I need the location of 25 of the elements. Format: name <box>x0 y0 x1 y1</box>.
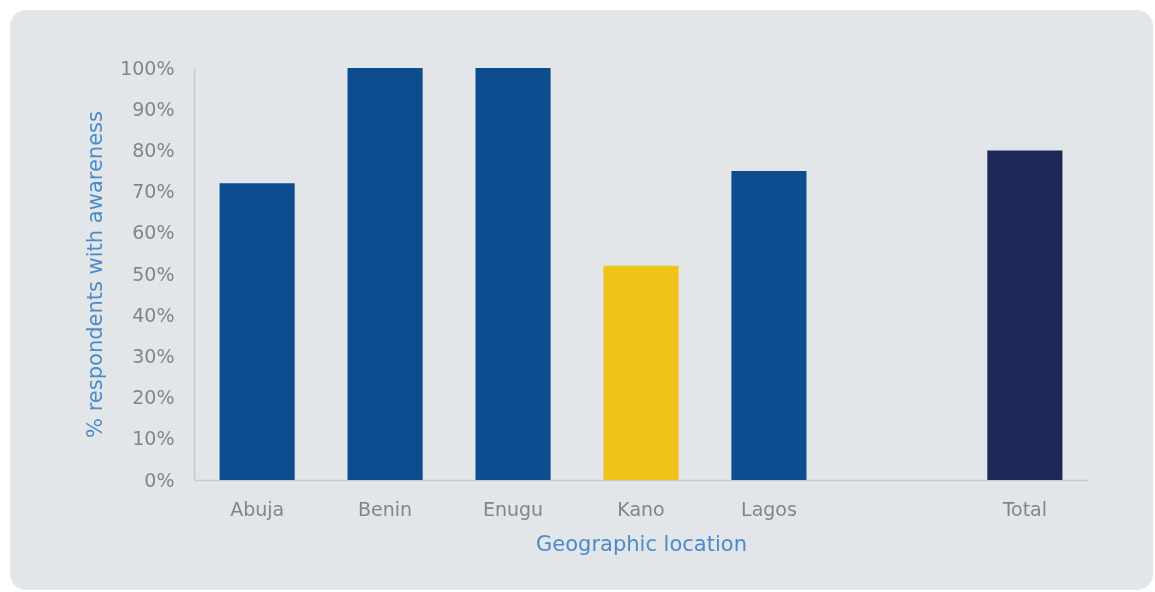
bar <box>475 68 551 480</box>
bar <box>347 68 423 480</box>
y-tick-label: 90% <box>132 97 175 120</box>
y-tick-label: 10% <box>132 427 175 450</box>
y-tick-label: 60% <box>132 221 175 244</box>
x-tick-label: Abuja <box>230 497 285 520</box>
x-tick-label: Enugu <box>482 497 544 520</box>
bar <box>731 171 807 480</box>
x-tick-label: Benin <box>358 497 413 520</box>
x-tick-label: Lagos <box>741 497 797 520</box>
x-tick-label: Total <box>1001 497 1048 520</box>
bar <box>219 183 295 480</box>
x-axis-title: Geographic location <box>536 531 747 556</box>
x-tick-label: Kano <box>617 497 665 520</box>
y-tick-label: 80% <box>132 138 175 161</box>
y-tick-label: 20% <box>132 386 175 409</box>
y-axis-title: % respondents with awareness <box>83 111 108 438</box>
y-tick-label: 0% <box>144 468 175 491</box>
bar <box>603 265 679 480</box>
y-tick-label: 50% <box>132 262 175 285</box>
y-tick-label: 100% <box>120 56 175 79</box>
bar <box>987 150 1063 480</box>
y-tick-label: 70% <box>132 180 175 203</box>
y-tick-label: 30% <box>132 344 175 367</box>
y-tick-label: 40% <box>132 303 175 326</box>
